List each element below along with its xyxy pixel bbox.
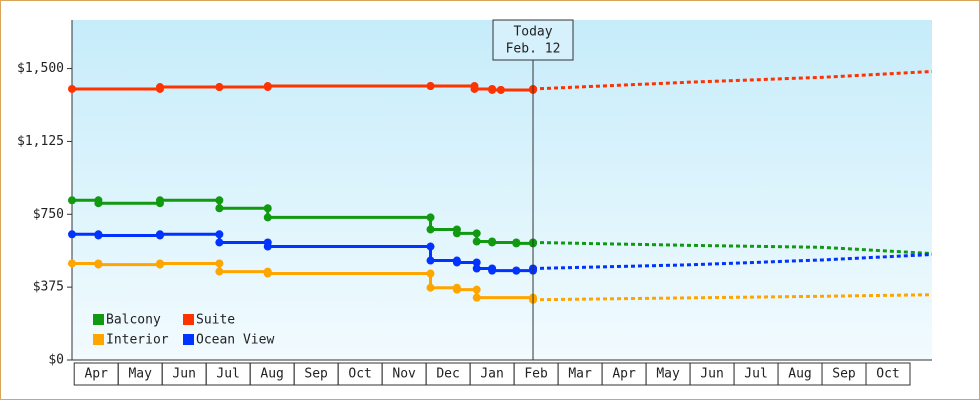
price-point [68, 230, 76, 239]
price-point [94, 260, 103, 269]
step-dot [472, 285, 481, 294]
price-point [215, 238, 224, 247]
step-dot [426, 269, 435, 278]
step-dot [472, 229, 481, 238]
price-point [263, 269, 272, 278]
legend-label: Suite [196, 313, 235, 328]
forecast-line [532, 69, 933, 91]
x-tick-label: Oct [348, 367, 371, 382]
y-tick-label: $750 [33, 207, 64, 222]
today-label: Today [513, 25, 552, 40]
x-tick-label: May [656, 367, 680, 382]
price-point [215, 204, 224, 213]
legend-label: Balcony [106, 313, 161, 328]
price-point [94, 231, 103, 240]
price-point [472, 264, 481, 273]
price-point [452, 229, 461, 238]
x-tick-label: Dec [436, 367, 459, 382]
x-tick-label: Nov [392, 367, 416, 382]
x-tick-label: May [128, 367, 152, 382]
legend-label: Ocean View [196, 333, 274, 348]
forecast-line [532, 293, 933, 302]
price-point [488, 85, 497, 94]
price-point [263, 82, 272, 91]
price-point [68, 196, 76, 205]
price-point [512, 266, 521, 275]
legend-swatch [183, 314, 194, 325]
price-point [155, 259, 164, 268]
x-tick-label: Aug [788, 367, 811, 382]
price-point [452, 285, 461, 294]
price-point [426, 82, 435, 91]
x-tick-box [865, 362, 911, 386]
price-point [155, 196, 164, 205]
step-dot [472, 258, 481, 267]
step-dot [426, 213, 435, 222]
price-point [263, 242, 272, 251]
plot-area [72, 20, 932, 360]
forecast-line [532, 253, 933, 270]
x-tick-label: Sep [304, 367, 328, 382]
price-point [426, 225, 435, 234]
x-tick-label: Apr [612, 367, 636, 382]
y-tick-label: $1,500 [17, 61, 64, 76]
forecast-line [532, 240, 933, 256]
legend-swatch [93, 334, 104, 345]
price-point [426, 256, 435, 265]
x-tick-label: Jan [480, 367, 503, 382]
price-point [94, 199, 103, 208]
step-dot [215, 230, 224, 239]
price-point [263, 213, 272, 222]
price-point [496, 85, 505, 94]
price-point [155, 230, 164, 239]
price-point [470, 84, 479, 93]
legend-swatch [93, 314, 104, 325]
price-point [472, 237, 481, 246]
x-tick-label: Jul [216, 367, 239, 382]
today-box [492, 19, 574, 61]
price-point [68, 259, 76, 268]
x-tick-label: Mar [568, 367, 592, 382]
y-tick-label: $1,125 [17, 134, 64, 149]
today-label: Feb. 12 [506, 42, 561, 57]
x-tick-label: Jun [700, 367, 723, 382]
x-tick-label: Apr [84, 367, 108, 382]
price-point [488, 266, 497, 275]
x-tick-label: Feb [524, 367, 548, 382]
price-point [215, 83, 224, 92]
price-point [68, 84, 76, 93]
step-dot [263, 204, 272, 213]
x-tick-label: Oct [876, 367, 899, 382]
x-tick-label: Aug [260, 367, 283, 382]
y-tick-label: $375 [33, 280, 64, 295]
step-dot [426, 242, 435, 251]
price-point [452, 258, 461, 267]
price-point [155, 83, 164, 92]
legend-label: Interior [106, 333, 169, 348]
price-point [472, 293, 481, 302]
price-point [215, 267, 224, 276]
step-dot [215, 259, 224, 268]
legend-swatch [183, 334, 194, 345]
x-tick-label: Jul [744, 367, 767, 382]
price-point [426, 283, 435, 292]
price-point [488, 238, 497, 247]
x-tick-label: Sep [832, 367, 856, 382]
step-dot [215, 196, 224, 205]
y-tick-label: $0 [48, 353, 64, 368]
price-point [512, 239, 521, 248]
x-tick-label: Jun [172, 367, 195, 382]
